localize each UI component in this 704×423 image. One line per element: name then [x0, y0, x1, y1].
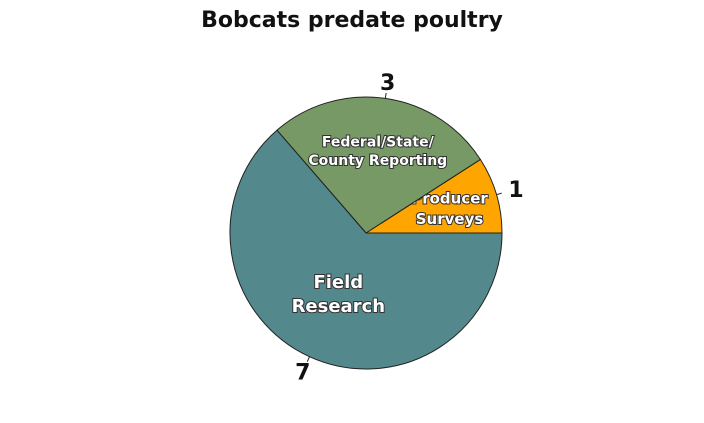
label-tick [496, 192, 502, 196]
slice-label: Federal/State/County Reporting [308, 134, 447, 169]
slice-value-label: 1 [508, 178, 523, 203]
chart-title: Bobcats predate poultry [201, 8, 503, 33]
slice-value-label: 3 [380, 71, 395, 96]
slice-label: Producer Surveys [411, 190, 488, 228]
label-tick [384, 92, 387, 99]
slice-value-label: 7 [295, 361, 310, 386]
slice-label: Field Research [292, 272, 386, 317]
pie-slice [276, 96, 482, 234]
label-tick [306, 356, 310, 362]
pie-slice [229, 129, 503, 370]
